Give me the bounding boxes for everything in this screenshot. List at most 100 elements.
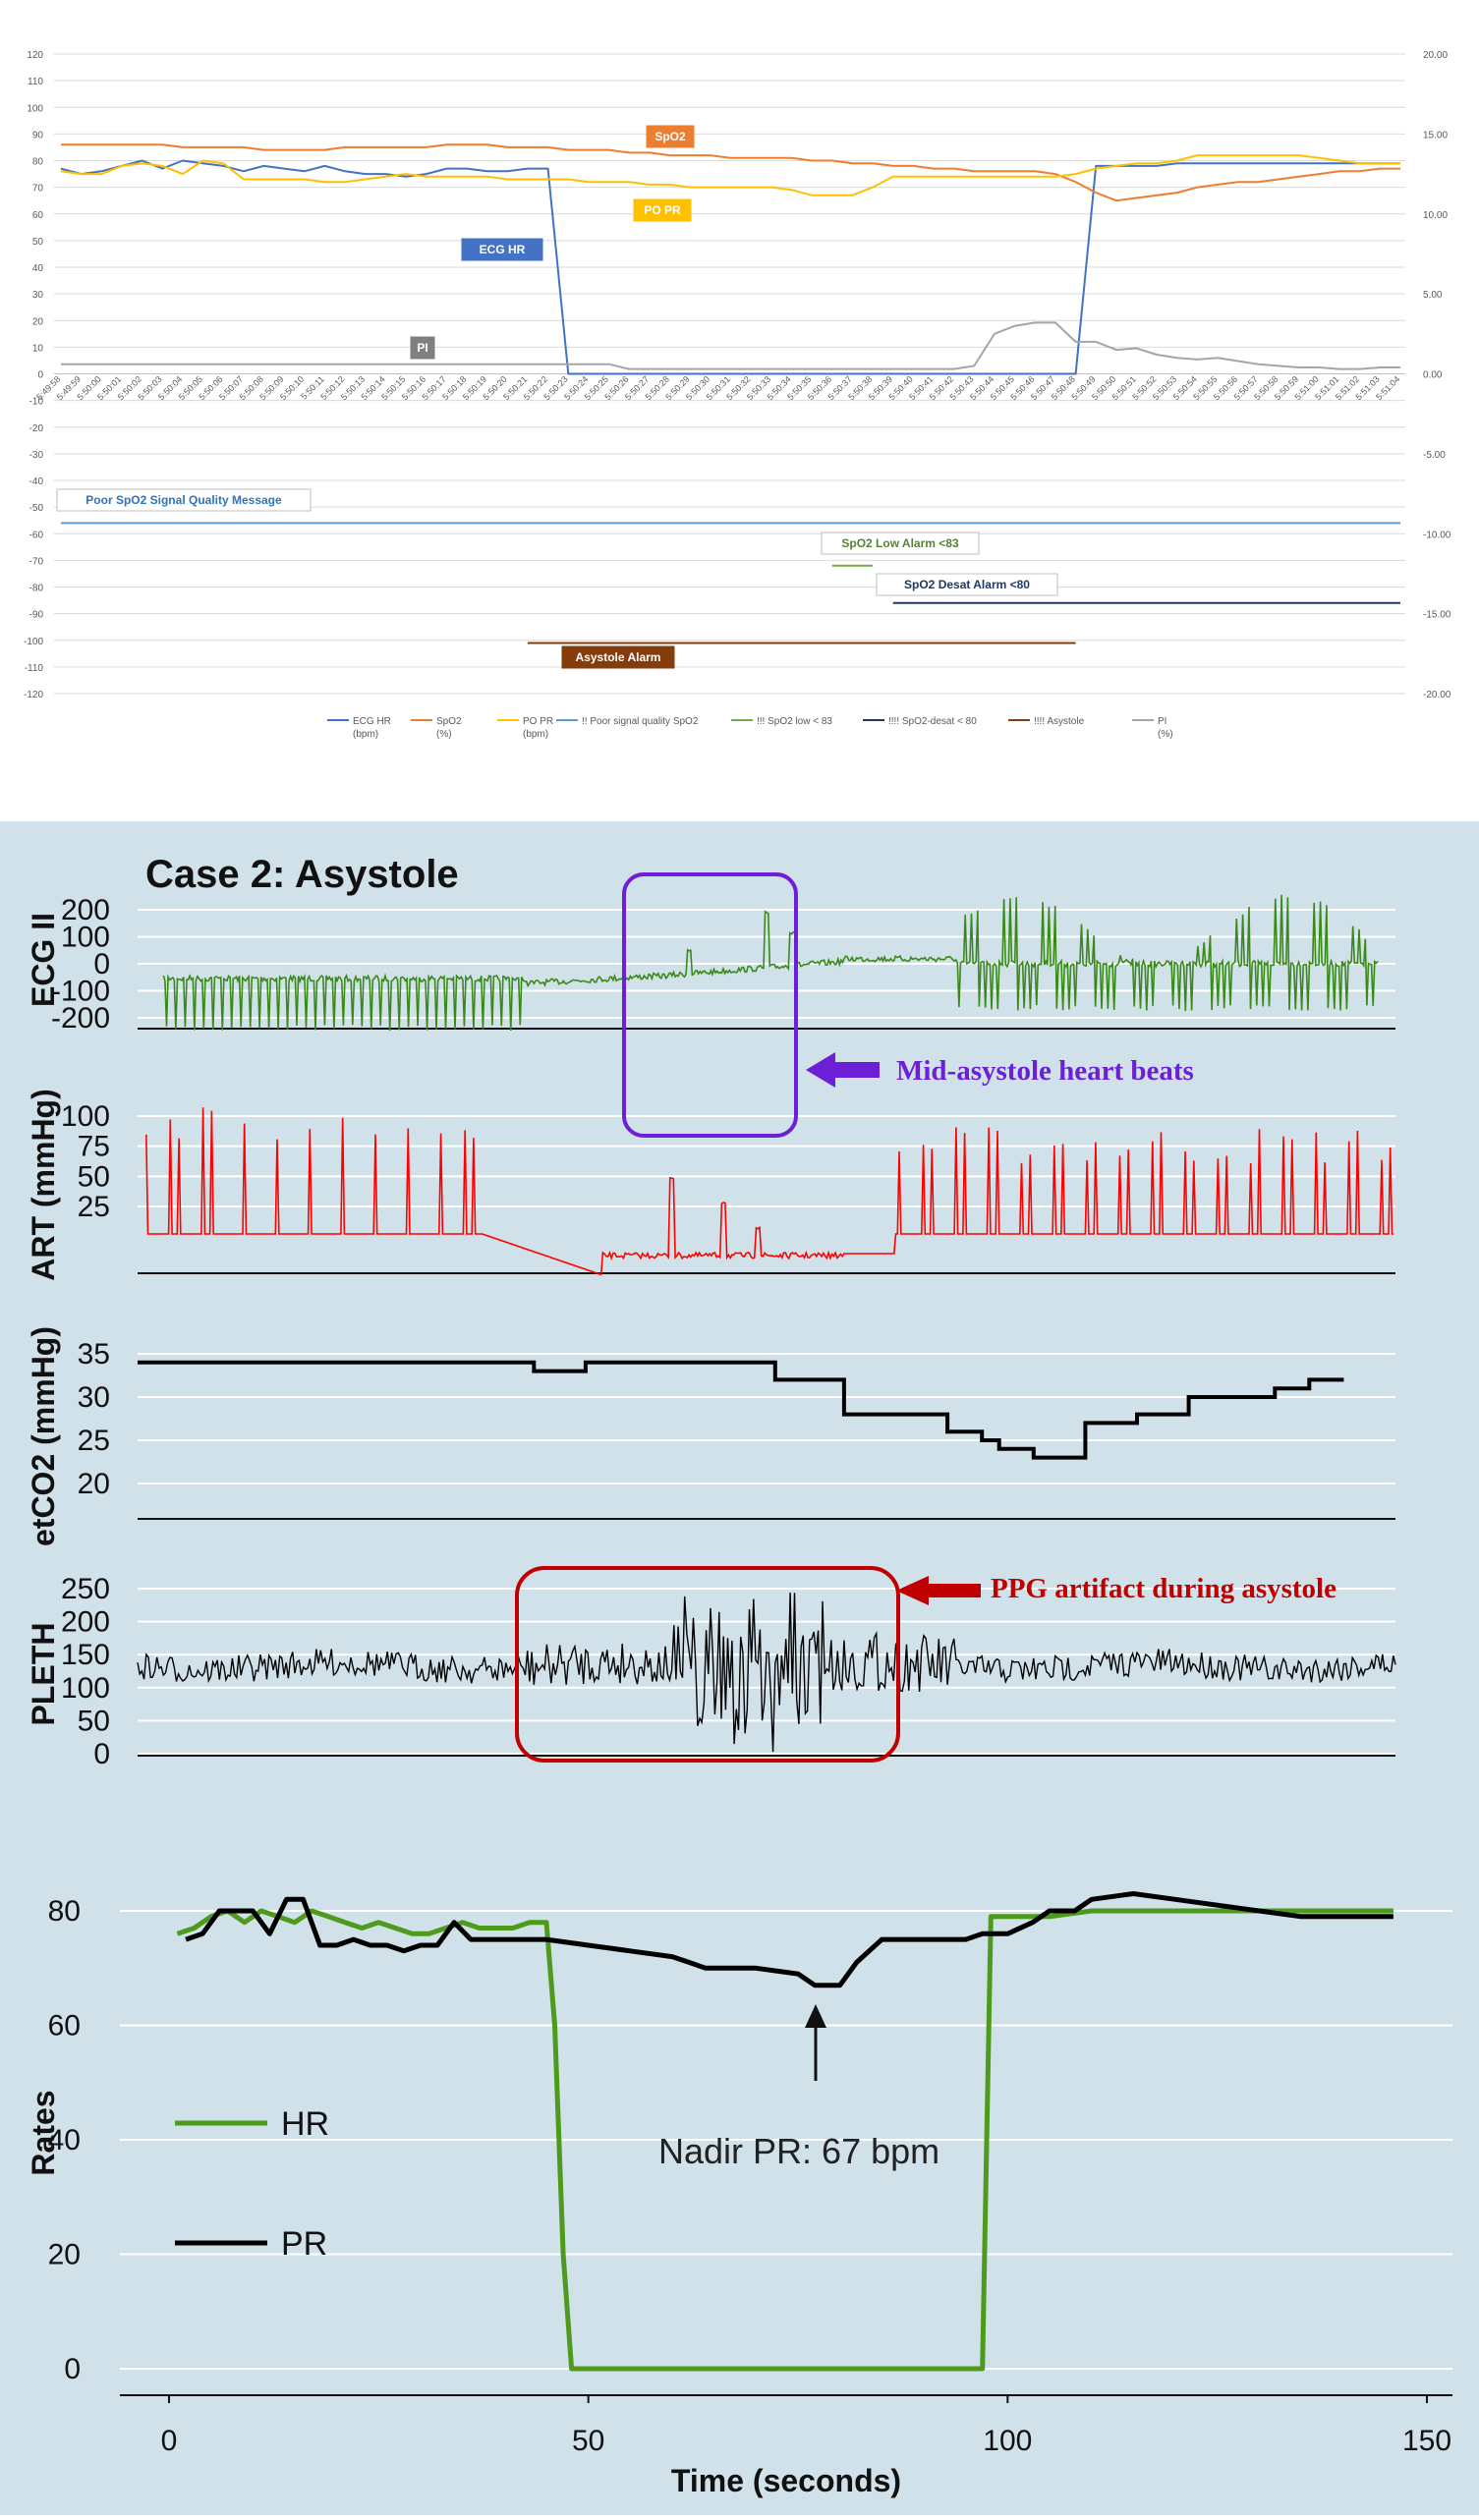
annotation-label: Poor SpO2 Signal Quality Message	[56, 488, 312, 512]
rates-x-tick: 100	[983, 2425, 1032, 2457]
annotation-label: Asystole Alarm	[561, 645, 675, 669]
panel-tick-label: 30	[78, 1381, 110, 1414]
panel-tick-label: 50	[78, 1160, 110, 1193]
panel-tick-label: -100	[51, 976, 110, 1008]
panel-tick-label: 25	[78, 1425, 110, 1457]
mid-asystole-label: Mid-asystole heart beats	[896, 1055, 1194, 1087]
panel-tick-label: 50	[78, 1705, 110, 1737]
annotation-box	[461, 238, 543, 261]
ppg-artifact-label: PPG artifact during asystole	[991, 1573, 1337, 1604]
panel-ylabel: etCO2 (mmHg)	[26, 1326, 61, 1546]
y-tick-label-left: 60	[32, 210, 44, 221]
alarm-timeline-chart: -120-110-100-90-80-70-60-50-40-30-20-100…	[24, 50, 1451, 740]
y-tick-label-right: -10.00	[1423, 530, 1451, 540]
panel-tick-label: 250	[61, 1573, 110, 1605]
y-tick-label-left: 90	[32, 130, 44, 140]
panel-tick-label: 25	[78, 1191, 110, 1223]
legend-text: (%)	[1158, 729, 1173, 740]
y-tick-label-left: 110	[28, 77, 43, 87]
series-line	[61, 143, 1400, 202]
panel-tick-label: 0	[93, 1738, 110, 1770]
y-tick-label-left: -100	[24, 637, 43, 647]
legend-text: (bpm)	[523, 729, 548, 740]
case2-figure-panel: Case 2: Asystole 200 100 0 -100 -200 ECG II 100…	[0, 821, 1479, 2515]
y-tick-label-right: 0.00	[1423, 370, 1443, 381]
panel-ylabel: ECG II	[26, 913, 61, 1007]
annotation-box	[876, 573, 1058, 596]
rates-y-tick: 60	[48, 2010, 81, 2043]
series-line	[60, 159, 1400, 375]
annotation-label: SpO2	[646, 125, 695, 148]
rates-x-tick: 150	[1402, 2425, 1451, 2457]
excel-chart-panel: -120 -110 -100 -90 -80 -70 -60 -50 -40 -30 -20 -10 0…	[0, 0, 1479, 766]
panel-tick-label: -200	[51, 1002, 110, 1035]
panel-tick-label: 150	[61, 1639, 110, 1671]
nadir-pr-label: Nadir PR: 67 bpm	[658, 2131, 939, 2171]
rates-x-tick: 50	[572, 2425, 604, 2457]
legend-entry: ECG HR (bpm)	[327, 716, 391, 740]
panel-tick-label: 0	[93, 948, 110, 980]
legend-entry: !!!! Asystole	[1008, 716, 1085, 727]
y-tick-label-left: -10	[29, 397, 44, 408]
y-tick-label-left: 0	[37, 370, 43, 381]
panel-tick-label: 100	[61, 1100, 110, 1133]
y-tick-label-left: -70	[29, 556, 44, 567]
y-tick-label-left: -80	[29, 584, 44, 594]
y-tick-label-right: 20.00	[1423, 50, 1448, 61]
panel-tick-label: 200	[61, 1606, 110, 1639]
pleth-waveform	[137, 1592, 1396, 1753]
rates-series-line	[185, 1891, 1394, 1988]
rates-xlabel: Time (seconds)	[671, 2463, 901, 2498]
y-tick-label-right: 5.00	[1423, 290, 1443, 301]
rates-y-tick: 80	[48, 1895, 81, 1928]
legend-text: ECG HR	[353, 716, 391, 727]
y-tick-label-left: -60	[29, 530, 44, 540]
legend-entry: PI (%)	[1132, 716, 1173, 740]
panel-tick-label: 35	[78, 1338, 110, 1371]
annotation-box	[56, 488, 312, 512]
rates-y-tick: 0	[64, 2353, 81, 2385]
y-tick-label-left: -90	[29, 610, 44, 621]
legend-entry: SpO2 (%)	[411, 716, 462, 740]
panel-ylabel: ART (mmHg)	[26, 1089, 61, 1281]
annotation-text: Asystole Alarm	[576, 650, 661, 664]
y-tick-label-left: 80	[32, 157, 44, 168]
annotation-box	[410, 336, 435, 360]
annotation-text: SpO2 Low Alarm <83	[841, 536, 959, 550]
rates-legend-text: PR	[281, 2225, 327, 2263]
annotation-text: PO PR	[644, 203, 681, 217]
legend-entry: !!! SpO2 low < 83	[731, 716, 832, 727]
legend-text: PI	[1158, 716, 1166, 727]
y-tick-label-left: 70	[32, 184, 44, 195]
legend-text: (bpm)	[353, 729, 378, 740]
legend-text: (%)	[436, 729, 452, 740]
rates-series-line	[176, 1908, 1394, 2372]
rates-ylabel: Rates	[26, 2090, 61, 2175]
legend-text: !! Poor signal quality SpO2	[582, 716, 699, 727]
annotation-label: PO PR	[633, 198, 692, 222]
figure-title: Case 2: Asystole	[145, 853, 459, 896]
y-tick-label-left: 50	[32, 237, 44, 248]
annotation-label: ECG HR	[461, 238, 543, 261]
annotation-label: SpO2 Desat Alarm <80	[876, 573, 1058, 596]
series-line	[61, 321, 1400, 370]
mid-asystole-arrow	[806, 1052, 880, 1088]
annotation-label: SpO2 Low Alarm <83	[821, 532, 980, 555]
y-tick-label-left: 20	[32, 316, 44, 327]
y-tick-label-right: 15.00	[1423, 130, 1448, 140]
y-tick-label-right: -5.00	[1423, 450, 1446, 461]
y-tick-label-left: -20	[29, 423, 44, 434]
annotation-text: Poor SpO2 Signal Quality Message	[85, 493, 282, 507]
y-tick-label-left: 40	[32, 263, 44, 274]
rates-y-tick: 40	[48, 2124, 81, 2156]
panel-tick-label: 20	[78, 1468, 110, 1500]
y-tick-label-left: -50	[29, 503, 44, 514]
rates-y-tick: 20	[48, 2239, 81, 2271]
legend-entry: PO PR (bpm)	[497, 716, 553, 740]
rates-x-tick: 0	[161, 2425, 178, 2457]
annotation-text: ECG HR	[480, 243, 526, 256]
y-tick-label-left: -40	[29, 476, 44, 487]
annotation-box	[633, 198, 692, 222]
panel-ylabel: PLETH	[26, 1623, 61, 1726]
